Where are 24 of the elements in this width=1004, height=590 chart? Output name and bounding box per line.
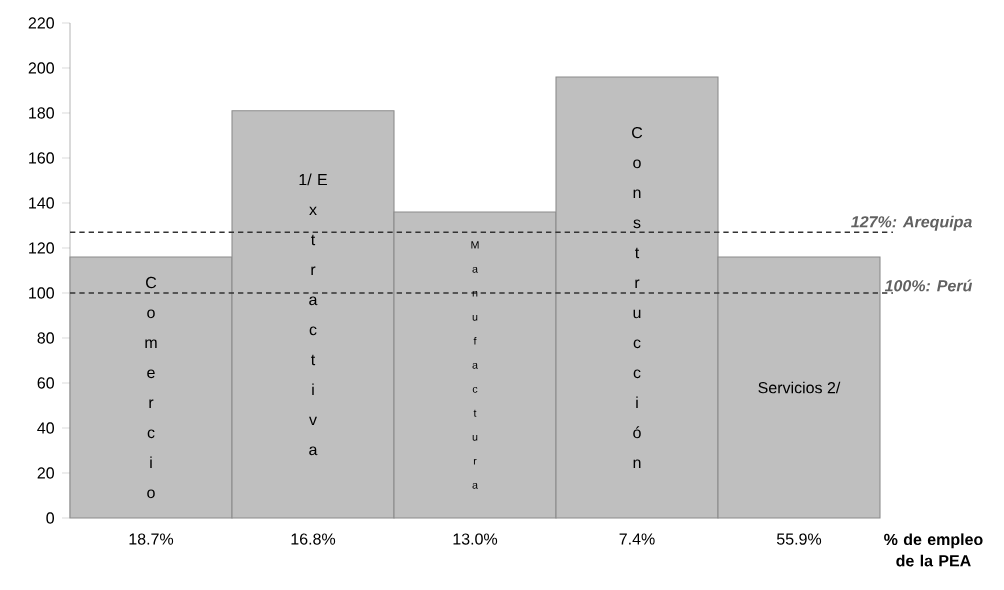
y-tick-label: 0	[46, 512, 54, 524]
y-tick-label: 180	[29, 107, 54, 119]
ref-line-label: 127%: Arequipa	[851, 215, 972, 231]
y-tick-label: 220	[28, 17, 54, 29]
text: Comercio	[145, 276, 157, 499]
x-tick-label: 7.4%	[619, 533, 655, 545]
annotation: Servicios 2/	[758, 381, 841, 394]
x-tick-label: 18.7%	[129, 533, 174, 545]
y-tick-label: 140	[29, 197, 54, 209]
ref-line-label: 100%: Perú	[884, 279, 973, 292]
y-tick-label: 100	[29, 287, 54, 299]
y-tick-label: 120	[29, 242, 54, 254]
text: Construcción	[632, 126, 643, 469]
y-tick-label: 60	[37, 377, 54, 389]
x-tick-label: 13.0%	[453, 533, 498, 545]
y-tick-label: 80	[37, 332, 54, 344]
text: 1/ Extractiva	[299, 173, 327, 456]
y-tick-label: 40	[37, 422, 54, 434]
y-tick-label: 20	[37, 467, 54, 479]
y-tick-label: 200	[28, 62, 54, 74]
x-tick-label: 55.9%	[776, 533, 822, 545]
x-axis-title: % de empleo de la PEA	[884, 533, 983, 567]
y-tick-label: 160	[29, 152, 54, 164]
x-tick-label: 16.8%	[291, 533, 336, 545]
